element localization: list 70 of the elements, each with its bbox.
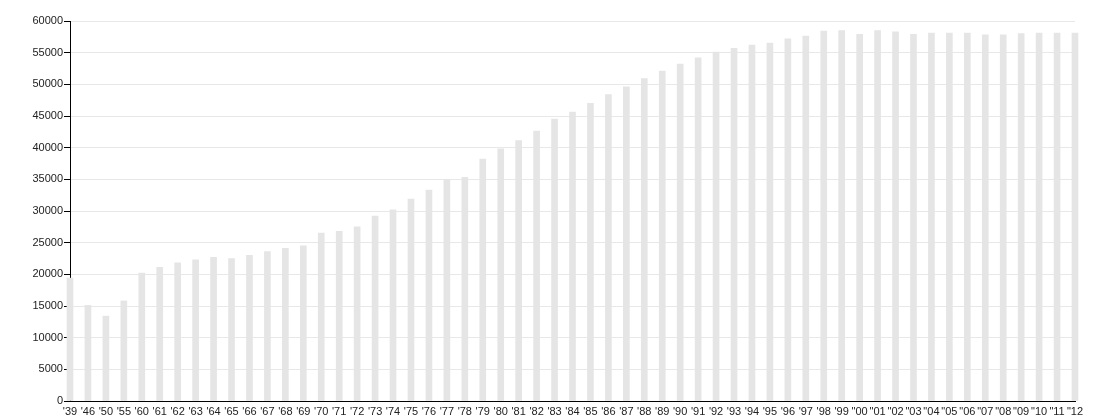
x-tick-label: '96 <box>780 404 796 417</box>
x-tick-label: '79 <box>475 404 490 417</box>
x-tick-label: "06 <box>959 404 976 417</box>
x-tick-label: '91 <box>690 404 706 417</box>
x-tick-label: '77 <box>439 404 455 417</box>
x-tick-label: '61 <box>152 404 167 417</box>
x-tick-label: '62 <box>170 404 185 417</box>
x-tick-label: '66 <box>242 404 257 417</box>
y-tick-label: 40000 <box>32 140 63 153</box>
x-tick-label: '71 <box>332 404 347 417</box>
x-tick-label: '64 <box>206 404 221 417</box>
x-tick-label: '65 <box>224 404 239 417</box>
x-tick-label: '70 <box>314 404 329 417</box>
x-tick-label: '69 <box>296 404 311 417</box>
x-tick-label: '81 <box>511 404 526 417</box>
x-tick-label: '83 <box>547 404 562 417</box>
y-tick-label: 50000 <box>32 77 63 90</box>
x-tick-label: '95 <box>762 404 778 417</box>
x-tick-label: "01 <box>869 404 886 417</box>
x-tick-label: '50 <box>98 404 114 417</box>
x-tick-label: '73 <box>367 404 383 417</box>
y-tick-label: 0 <box>56 394 63 407</box>
y-tick-label: 35000 <box>32 172 63 185</box>
x-tick-label: "03 <box>905 404 922 417</box>
y-tick-label: 10000 <box>32 330 63 343</box>
x-tick-label: '74 <box>385 404 401 417</box>
x-tick-label: '80 <box>493 404 508 417</box>
x-tick-label: '46 <box>80 404 96 417</box>
x-tick-label: '84 <box>565 404 580 417</box>
y-tick-label: 45000 <box>32 109 63 122</box>
y-tick-label: 60000 <box>32 14 63 27</box>
y-tick-label: 20000 <box>32 267 63 280</box>
x-tick-label: '68 <box>278 404 293 417</box>
x-tick-label: "05 <box>941 404 958 417</box>
x-tick-label: "10 <box>1031 404 1048 417</box>
x-tick-label: '92 <box>708 404 724 417</box>
y-tick-label: 25000 <box>32 235 63 248</box>
x-tick-label: '82 <box>529 404 544 417</box>
x-tick-label: '86 <box>601 404 616 417</box>
x-tick-label: "12 <box>1066 404 1084 417</box>
x-tick-label: '55 <box>116 404 132 417</box>
x-tick-label: '97 <box>798 404 813 417</box>
x-tick-label: '72 <box>349 404 365 417</box>
x-tick-label: '76 <box>421 404 437 417</box>
x-tick-label: '99 <box>834 404 849 417</box>
x-tick-label: '85 <box>583 404 598 417</box>
x-tick-label: '89 <box>655 404 670 417</box>
x-tick-label: '67 <box>260 404 275 417</box>
x-tick-label: '90 <box>673 404 688 417</box>
x-tick-label: '60 <box>134 404 149 417</box>
x-tick-label: "02 <box>887 404 904 417</box>
x-tick-label: '78 <box>457 404 472 417</box>
x-tick-label: '93 <box>726 404 742 417</box>
y-tick-label: 15000 <box>32 299 63 312</box>
x-tick-label: "07 <box>977 404 994 417</box>
x-tick-label: '63 <box>188 404 203 417</box>
x-tick-label: '87 <box>619 404 634 417</box>
x-tick-label: '94 <box>744 404 760 417</box>
x-tick-label: "08 <box>995 404 1012 417</box>
y-tick-label: 30000 <box>32 204 63 217</box>
x-tick-label: '39 <box>62 404 78 417</box>
x-tick-label: "11 <box>1049 404 1065 417</box>
y-tick-label: 5000 <box>38 362 63 375</box>
x-tick-label: "00 <box>851 404 868 417</box>
x-tick-label: '98 <box>816 404 831 417</box>
x-tick-label: "04 <box>923 404 940 417</box>
y-tick-label: 55000 <box>32 45 63 58</box>
x-tick-label: '75 <box>403 404 419 417</box>
x-tick-label: "09 <box>1013 404 1030 417</box>
x-tick-label: '88 <box>637 404 652 417</box>
